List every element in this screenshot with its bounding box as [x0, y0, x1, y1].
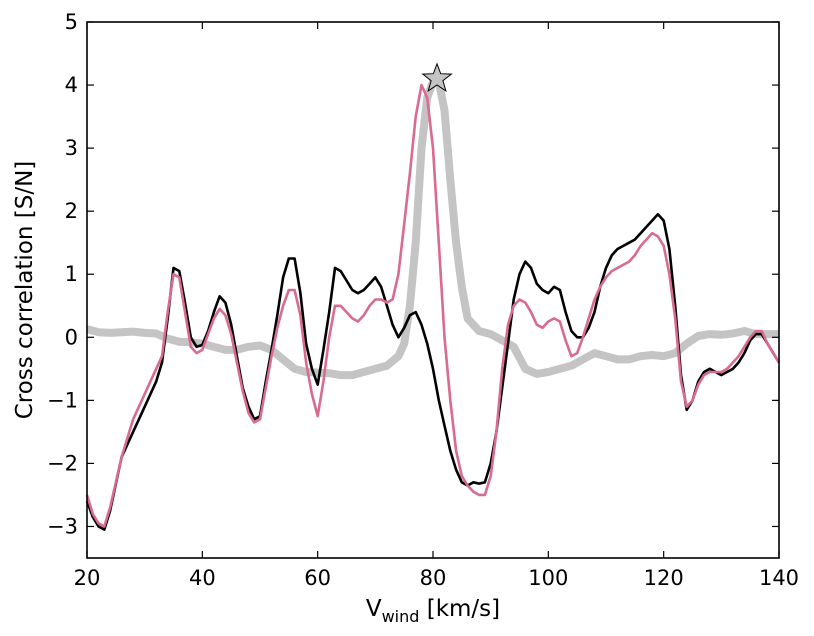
y-tick-label: 5: [65, 10, 78, 34]
x-tick-label: 100: [528, 566, 568, 590]
y-tick-label: 1: [65, 262, 78, 286]
series-line-pink: [85, 83, 781, 528]
y-tick-label: −2: [47, 451, 78, 475]
tick-layer: 20 40 60 80 100 120 140 −3 −2 −1 0 1 2 3 4 5: [47, 10, 799, 590]
x-axis-label-main: V: [366, 596, 382, 622]
y-tick-label: 4: [65, 73, 78, 97]
y-axis-label: Cross correlation [S/N]: [12, 161, 38, 420]
x-tick-label: 140: [759, 566, 799, 590]
series-layer: [85, 77, 781, 531]
x-tick-label: 40: [189, 566, 216, 590]
y-tick-label: 2: [65, 199, 78, 223]
y-tick-label: 3: [65, 136, 78, 160]
y-tick-label: −3: [47, 514, 78, 538]
plot-frame: [86, 21, 780, 559]
x-axis-label-unit: [km/s]: [419, 596, 500, 622]
peak-star-marker: [421, 62, 453, 93]
x-tick-label: 20: [74, 566, 101, 590]
x-tick-label: 120: [644, 566, 684, 590]
x-axis-label: Vwind [km/s]: [366, 596, 500, 626]
series-line-black: [85, 213, 781, 531]
marker-layer: [421, 62, 453, 93]
x-tick-label: 60: [304, 566, 331, 590]
y-tick-label: 0: [65, 325, 78, 349]
x-axis-label-subscript: wind: [382, 607, 420, 626]
y-tick-label: −1: [47, 388, 78, 412]
x-tick-label: 80: [420, 566, 447, 590]
